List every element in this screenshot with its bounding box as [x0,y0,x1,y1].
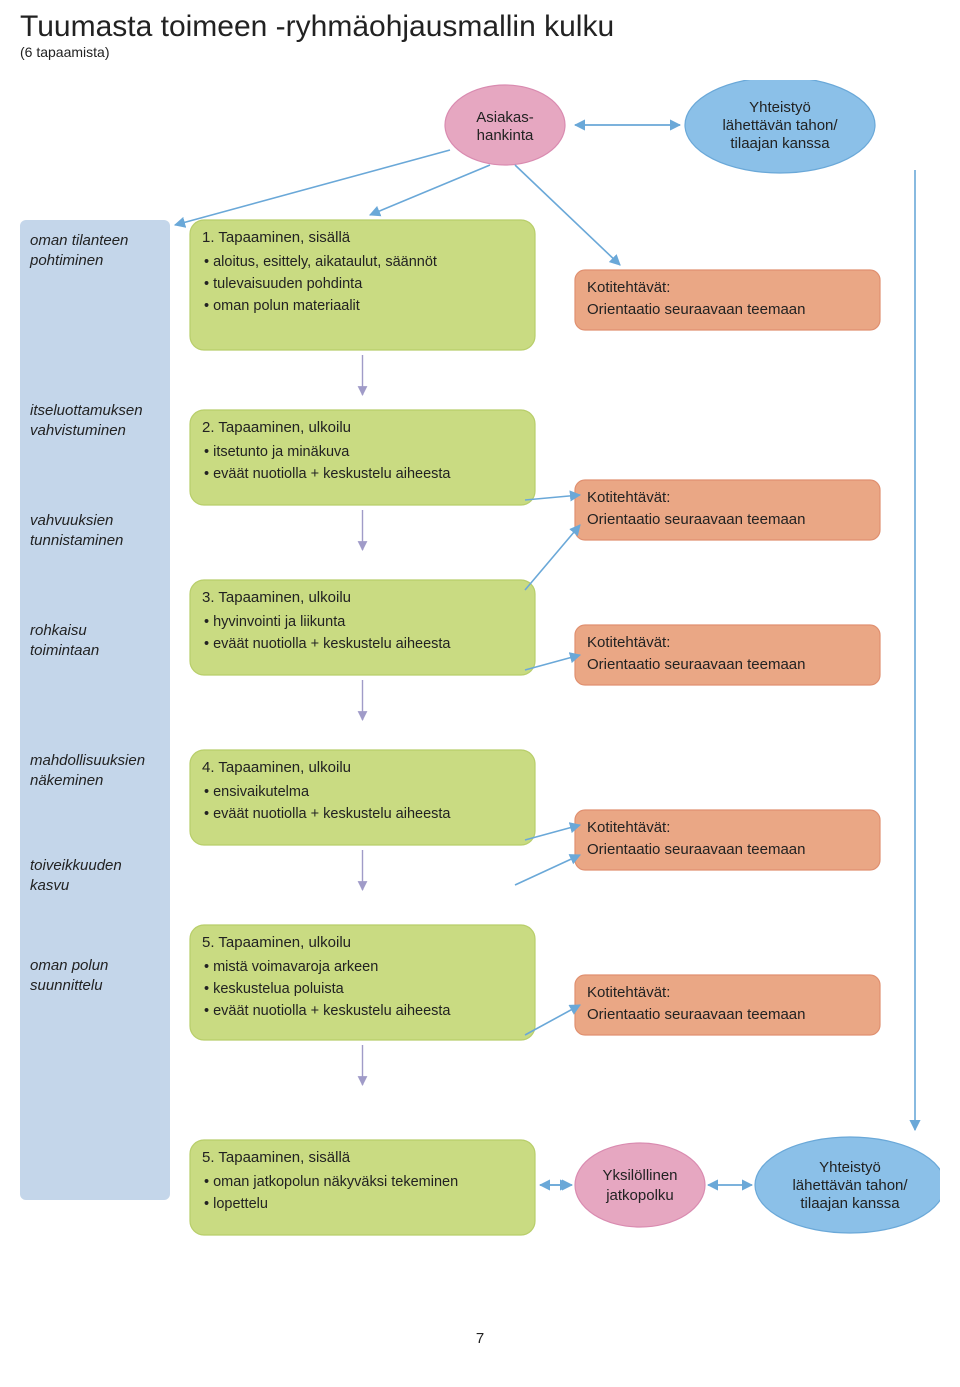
svg-text:vahvistuminen: vahvistuminen [30,422,126,439]
svg-text:• tulevaisuuden pohdinta: • tulevaisuuden pohdinta [204,276,363,292]
svg-text:5. Tapaaminen, sisällä: 5. Tapaaminen, sisällä [202,1149,351,1166]
svg-text:oman polun: oman polun [30,957,108,974]
svg-text:4. Tapaaminen, ulkoilu: 4. Tapaaminen, ulkoilu [202,759,351,776]
svg-text:Yksilöllinen: Yksilöllinen [602,1167,677,1184]
svg-text:toimintaan: toimintaan [30,642,99,659]
svg-text:5. Tapaaminen, ulkoilu: 5. Tapaaminen, ulkoilu [202,934,351,951]
svg-text:näkeminen: näkeminen [30,772,103,789]
svg-text:tilaajan kanssa: tilaajan kanssa [800,1195,900,1212]
svg-text:Orientaatio seuraavaan teemaan: Orientaatio seuraavaan teemaan [587,1006,805,1023]
svg-text:Kotitehtävät:: Kotitehtävät: [587,819,670,836]
svg-text:• eväät nuotiolla + keskustel: • eväät nuotiolla + keskustelu aiheesta [204,1003,451,1019]
svg-text:• eväät nuotiolla + keskustel: • eväät nuotiolla + keskustelu aiheesta [204,806,451,822]
svg-text:hankinta: hankinta [477,127,534,144]
svg-text:• ensivaikutelma: • ensivaikutelma [204,784,310,800]
svg-text:Kotitehtävät:: Kotitehtävät: [587,984,670,1001]
svg-text:toiveikkuuden: toiveikkuuden [30,857,122,874]
svg-text:Kotitehtävät:: Kotitehtävät: [587,489,670,506]
svg-text:Orientaatio seuraavaan teemaan: Orientaatio seuraavaan teemaan [587,511,805,528]
flow-diagram: Asiakas-hankintaYhteistyölähettävän taho… [20,80,940,1310]
svg-text:• aloitus, esittely, aikataul: • aloitus, esittely, aikataulut, säännöt [204,254,437,270]
svg-text:Asiakas-: Asiakas- [476,109,534,126]
svg-text:itseluottamuksen: itseluottamuksen [30,402,143,419]
svg-text:rohkaisu: rohkaisu [30,622,87,639]
page-number: 7 [20,1330,940,1347]
svg-text:• hyvinvointi ja liikunta: • hyvinvointi ja liikunta [204,614,346,630]
svg-text:• lopettelu: • lopettelu [204,1196,268,1212]
svg-text:tilaajan kanssa: tilaajan kanssa [730,135,830,152]
svg-text:1. Tapaaminen, sisällä: 1. Tapaaminen, sisällä [202,229,351,246]
svg-text:2. Tapaaminen, ulkoilu: 2. Tapaaminen, ulkoilu [202,419,351,436]
svg-text:tunnistaminen: tunnistaminen [30,532,123,549]
svg-text:• eväät nuotiolla + keskustel: • eväät nuotiolla + keskustelu aiheesta [204,636,451,652]
svg-text:Kotitehtävät:: Kotitehtävät: [587,279,670,296]
svg-text:jatkopolku: jatkopolku [605,1187,674,1204]
svg-text:• oman jatkopolun näkyväksi t: • oman jatkopolun näkyväksi tekeminen [204,1174,458,1190]
page-title: Tuumasta toimeen -ryhmäohjausmallin kulk… [20,10,940,60]
svg-text:mahdollisuuksien: mahdollisuuksien [30,752,145,769]
svg-text:suunnittelu: suunnittelu [30,977,103,994]
svg-text:• itsetunto ja minäkuva: • itsetunto ja minäkuva [204,444,350,460]
svg-text:oman tilanteen: oman tilanteen [30,232,128,249]
svg-text:Orientaatio seuraavaan teemaan: Orientaatio seuraavaan teemaan [587,301,805,318]
svg-text:Kotitehtävät:: Kotitehtävät: [587,634,670,651]
svg-text:Yhteistyö: Yhteistyö [819,1159,881,1176]
svg-text:kasvu: kasvu [30,877,70,894]
svg-text:• eväät nuotiolla + keskustel: • eväät nuotiolla + keskustelu aiheesta [204,466,451,482]
svg-text:lähettävän tahon/: lähettävän tahon/ [722,117,838,134]
svg-text:vahvuuksien: vahvuuksien [30,512,113,529]
svg-text:pohtiminen: pohtiminen [29,252,103,269]
svg-text:Yhteistyö: Yhteistyö [749,99,811,116]
svg-text:• mistä voimavaroja arkeen: • mistä voimavaroja arkeen [204,959,378,975]
svg-text:Orientaatio seuraavaan teemaan: Orientaatio seuraavaan teemaan [587,656,805,673]
svg-text:• keskustelua poluista: • keskustelua poluista [204,981,345,997]
svg-text:Orientaatio seuraavaan teemaan: Orientaatio seuraavaan teemaan [587,841,805,858]
svg-text:• oman polun materiaalit: • oman polun materiaalit [204,298,360,314]
subtitle-text: (6 tapaamista) [20,44,940,60]
svg-text:3. Tapaaminen, ulkoilu: 3. Tapaaminen, ulkoilu [202,589,351,606]
title-text: Tuumasta toimeen -ryhmäohjausmallin kulk… [20,10,940,44]
svg-text:lähettävän tahon/: lähettävän tahon/ [792,1177,908,1194]
